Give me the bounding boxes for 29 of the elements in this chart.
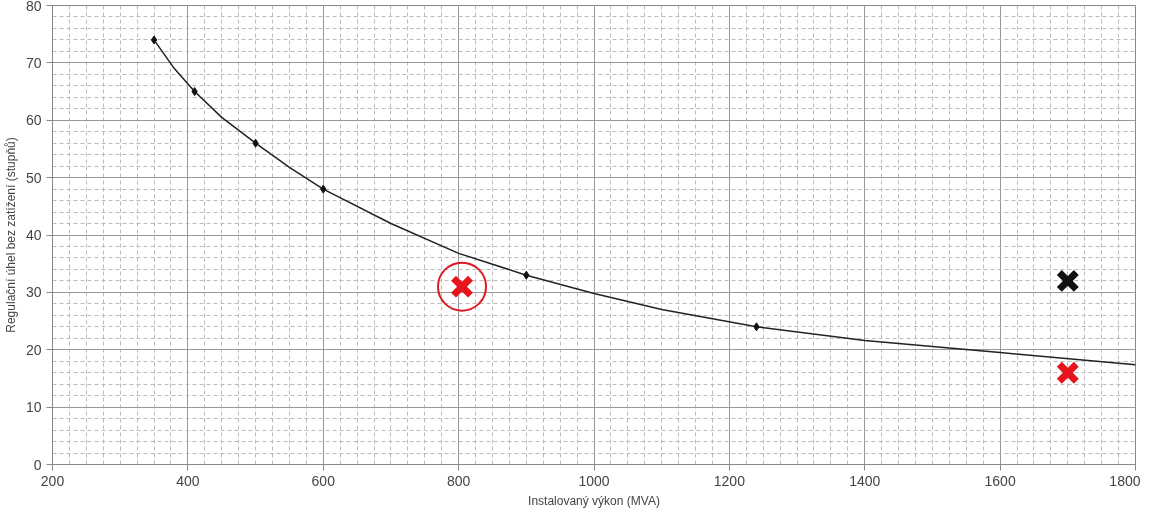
x-tick-label: 1000 <box>578 472 610 489</box>
y-axis-title: Regulační úhel bez zatížení (stupňů) <box>3 137 18 333</box>
point <box>753 322 760 332</box>
x-axis-title: Instalovaný výkon (MVA) <box>528 493 660 508</box>
x-tick-label: 800 <box>446 472 471 489</box>
point <box>523 270 530 280</box>
x-tick-label: 600 <box>311 472 336 489</box>
x-tick-label: 400 <box>176 472 200 489</box>
x-tick-label: 200 <box>40 472 65 489</box>
y-tick-label: 70 <box>25 54 42 71</box>
point <box>320 184 327 194</box>
point <box>252 138 259 148</box>
y-tick-label: 20 <box>25 341 42 358</box>
y-tick-label: 10 <box>25 399 42 416</box>
x-tick-label: 1200 <box>713 472 746 489</box>
y-tick-label: 30 <box>25 284 42 301</box>
x-tick-label: 1400 <box>849 472 881 489</box>
point <box>1055 360 1080 385</box>
point <box>150 35 158 45</box>
point <box>191 87 198 97</box>
x-tick-label: 1600 <box>984 472 1016 489</box>
point <box>1055 268 1080 293</box>
point <box>437 261 488 312</box>
y-tick-label: 40 <box>25 227 42 243</box>
y-tick-label: 0 <box>33 456 42 473</box>
y-tick-label: 50 <box>25 169 42 186</box>
y-tick-label: 80 <box>25 0 42 14</box>
y-tick-label: 60 <box>25 112 42 129</box>
x-tick-label: 1800 <box>1109 472 1141 489</box>
